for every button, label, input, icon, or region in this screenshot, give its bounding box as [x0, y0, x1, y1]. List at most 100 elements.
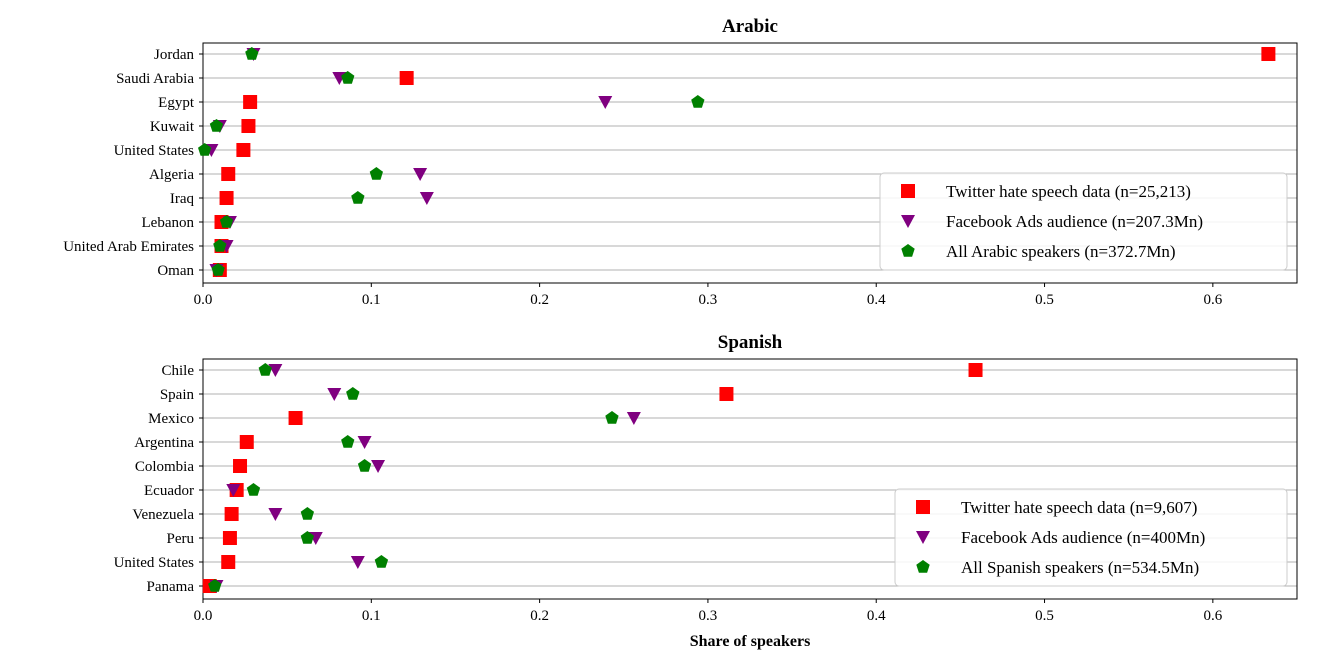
x-tick-label: 0.5 [1035, 608, 1054, 624]
panel-arabic: Arabic Jordan Saudi Arabia Egypt Kuwait Unite… [63, 16, 1298, 308]
x-tick-label: 0.2 [530, 608, 549, 624]
y-tick-label: United Arab Emirates [63, 239, 194, 255]
legend-label: All Spanish speakers (n=534.5Mn) [961, 558, 1199, 577]
y-tick-label: Argentina [134, 435, 194, 451]
y-tick-label: Colombia [135, 459, 195, 475]
y-tick-label: Saudi Arabia [116, 71, 194, 87]
data-point-square [399, 71, 414, 85]
x-tick-label: 0.1 [362, 608, 381, 624]
axes-frame [202, 42, 1298, 284]
y-tick-label: Kuwait [150, 119, 195, 135]
data-point-pentagon [369, 167, 383, 180]
data-point-triangle-down [350, 556, 365, 569]
data-point-pentagon [346, 387, 360, 400]
data-point-triangle-down [357, 436, 372, 449]
legend-label: All Arabic speakers (n=372.7Mn) [946, 242, 1176, 261]
data-point-square [241, 119, 256, 133]
x-tick-label: 0.1 [362, 292, 381, 308]
data-point-pentagon [213, 239, 227, 252]
x-tick-label: 0.0 [194, 292, 213, 308]
chart-title: Arabic [722, 16, 778, 37]
data-point-pentagon [211, 263, 225, 276]
x-tick-label: 0.6 [1203, 292, 1222, 308]
legend-marker-pentagon [901, 244, 915, 257]
data-point-pentagon [351, 191, 365, 204]
x-tick-label: 0.5 [1035, 292, 1054, 308]
data-point-triangle-down [327, 388, 342, 401]
panel-spanish: Spanish Chile Spain Mexico Argentina Colombia… [114, 332, 1298, 650]
data-point-square [236, 143, 251, 157]
data-point-square [968, 363, 983, 377]
x-axis-label: Share of speakers [690, 633, 811, 650]
data-point-square [221, 555, 236, 569]
data-point-pentagon [374, 555, 389, 568]
data-point-triangle-down [268, 364, 283, 377]
data-point-pentagon [198, 143, 212, 156]
y-tick-label: Spain [160, 387, 195, 403]
data-point-pentagon [219, 215, 234, 228]
legend-label: Twitter hate speech data (n=9,607) [961, 498, 1197, 517]
data-point-triangle-down [413, 168, 428, 181]
data-point-triangle-down [226, 484, 241, 497]
x-tick-label: 0.4 [867, 608, 886, 624]
legend-marker-triangle-down [901, 215, 915, 228]
legend-box [879, 172, 1288, 271]
data-point-pentagon [357, 459, 372, 472]
legend-marker-square [916, 500, 930, 514]
legend: Twitter hate speech data (n=25,213) Faceb… [879, 172, 1288, 271]
data-point-square [288, 411, 303, 425]
chart-title: Spanish [718, 332, 783, 353]
legend-marker-square [901, 184, 915, 198]
data-point-square [233, 459, 248, 473]
legend-marker-triangle-down [916, 531, 930, 544]
x-tick-label: 0.2 [530, 292, 549, 308]
y-tick-label: Panama [147, 579, 195, 595]
y-tick-label: Venezuela [132, 507, 194, 523]
data-point-square [221, 167, 236, 181]
data-point-triangle-down [268, 508, 283, 521]
y-tick-label: Iraq [170, 191, 195, 207]
data-point-square [719, 387, 734, 401]
x-tick-label: 0.4 [867, 292, 886, 308]
data-point-square [1261, 47, 1276, 61]
x-tick-label: 0.0 [194, 608, 213, 624]
x-tick-label: 0.3 [699, 608, 718, 624]
data-point-pentagon [605, 411, 619, 424]
data-point-square [243, 95, 258, 109]
data-point-triangle-down [419, 192, 434, 205]
data-point-pentagon [245, 47, 259, 60]
y-tick-label: Chile [162, 363, 195, 379]
data-point-pentagon [300, 531, 314, 544]
data-point-square [219, 191, 234, 205]
data-point-pentagon [691, 95, 705, 108]
y-tick-label: Algeria [149, 167, 194, 183]
x-tick-label: 0.3 [699, 292, 718, 308]
y-tick-label: Ecuador [144, 483, 194, 499]
legend-label: Facebook Ads audience (n=207.3Mn) [946, 212, 1203, 231]
x-tick-label: 0.6 [1203, 608, 1222, 624]
data-point-pentagon [300, 507, 314, 520]
axes-frame [202, 358, 1298, 600]
data-point-triangle-down [626, 412, 641, 425]
legend-marker-pentagon [916, 560, 930, 573]
data-point-pentagon [208, 579, 222, 592]
data-point-triangle-down [598, 96, 613, 109]
y-tick-label: United States [114, 143, 195, 159]
data-point-square [239, 435, 254, 449]
legend-label: Facebook Ads audience (n=400Mn) [961, 528, 1205, 547]
y-tick-label: Egypt [158, 95, 195, 111]
y-tick-label: Jordan [154, 47, 194, 63]
data-point-pentagon [209, 119, 224, 132]
data-point-square [222, 531, 237, 545]
y-tick-label: Lebanon [142, 215, 195, 231]
y-tick-label: Peru [167, 531, 195, 547]
y-tick-label: United States [114, 555, 195, 571]
legend: Twitter hate speech data (n=9,607) Facebo… [894, 488, 1288, 587]
data-point-pentagon [341, 435, 355, 448]
legend-box [894, 488, 1288, 587]
data-point-pentagon [246, 483, 261, 496]
y-tick-label: Mexico [148, 411, 194, 427]
legend-label: Twitter hate speech data (n=25,213) [946, 182, 1191, 201]
y-tick-label: Oman [157, 263, 194, 279]
